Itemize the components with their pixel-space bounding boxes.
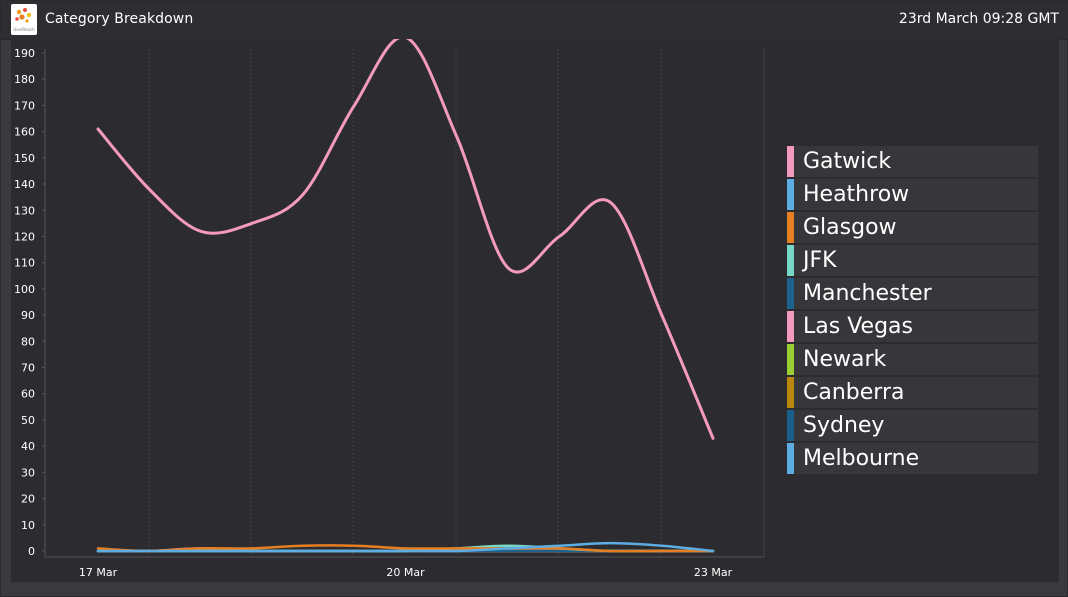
brand-logo-icon: UserReach — [11, 4, 37, 35]
y-tick-label: 10 — [21, 519, 35, 532]
legend-item-jfk[interactable]: JFK — [787, 245, 1038, 276]
legend-swatch — [787, 344, 794, 375]
y-tick-label: 50 — [21, 414, 35, 427]
legend-label: Gatwick — [803, 149, 892, 174]
y-tick-label: 160 — [14, 126, 35, 139]
legend-item-heathrow[interactable]: Heathrow — [787, 179, 1038, 210]
legend-item-sydney[interactable]: Sydney — [787, 410, 1038, 441]
page-title: Category Breakdown — [45, 11, 194, 27]
legend-item-canberra[interactable]: Canberra — [787, 377, 1038, 408]
line-chart: 0 10 20 30 40 50 60 70 80 90 100 110 120 130 140 150 160… — [14, 39, 765, 579]
chart-legend: Gatwick Heathrow Glasgow JFK Manchester Las V… — [787, 146, 1038, 476]
legend-swatch — [787, 245, 794, 276]
legend-item-newark[interactable]: Newark — [787, 344, 1038, 375]
legend-swatch — [787, 146, 794, 177]
y-tick-label: 140 — [14, 178, 35, 191]
x-tick-label: 20 Mar — [386, 566, 425, 579]
legend-swatch — [787, 311, 794, 342]
legend-label: Las Vegas — [803, 314, 913, 339]
legend-label: Sydney — [803, 413, 885, 438]
y-tick-label: 0 — [28, 545, 35, 558]
y-tick-label: 180 — [14, 73, 35, 86]
series-line-gatwick — [96, 39, 715, 440]
y-tick-label: 130 — [14, 204, 35, 217]
y-tick-label: 40 — [21, 440, 35, 453]
x-tick-label: 23 Mar — [694, 566, 733, 579]
legend-swatch — [787, 377, 794, 408]
series-line-glasgow — [96, 544, 715, 553]
legend-swatch — [787, 410, 794, 441]
header-bar: UserReach Category Breakdown 23rd March … — [1, 1, 1068, 40]
y-tick-label: 150 — [14, 152, 35, 165]
y-tick-label: 90 — [21, 309, 35, 322]
y-tick-label: 190 — [14, 47, 35, 60]
y-tick-label: 110 — [14, 257, 35, 270]
logo-text: UserReach — [13, 27, 35, 32]
legend-item-melbourne[interactable]: Melbourne — [787, 443, 1038, 474]
legend-label: Newark — [803, 347, 887, 372]
y-tick-label: 20 — [21, 493, 35, 506]
legend-swatch — [787, 212, 794, 243]
y-tick-label: 70 — [21, 362, 35, 375]
legend-label: Canberra — [803, 380, 905, 405]
legend-item-las-vegas[interactable]: Las Vegas — [787, 311, 1038, 342]
chart-panel — [11, 39, 1059, 582]
legend-swatch — [787, 443, 794, 474]
legend-item-manchester[interactable]: Manchester — [787, 278, 1038, 309]
legend-swatch — [787, 278, 794, 309]
legend-label: JFK — [803, 248, 837, 273]
y-tick-label: 170 — [14, 99, 35, 112]
y-tick-label: 80 — [21, 335, 35, 348]
legend-label: Manchester — [803, 281, 932, 306]
legend-item-gatwick[interactable]: Gatwick — [787, 146, 1038, 177]
legend-item-glasgow[interactable]: Glasgow — [787, 212, 1038, 243]
y-tick-label: 100 — [14, 283, 35, 296]
y-tick-label: 30 — [21, 466, 35, 479]
y-tick-label: 60 — [21, 388, 35, 401]
y-tick-label: 120 — [14, 230, 35, 243]
legend-label: Melbourne — [803, 446, 920, 471]
timestamp: 23rd March 09:28 GMT — [898, 11, 1059, 27]
legend-label: Glasgow — [803, 215, 897, 240]
legend-swatch — [787, 179, 794, 210]
series-line-heathrow — [96, 541, 715, 553]
legend-label: Heathrow — [803, 182, 910, 207]
x-tick-label: 17 Mar — [79, 566, 118, 579]
